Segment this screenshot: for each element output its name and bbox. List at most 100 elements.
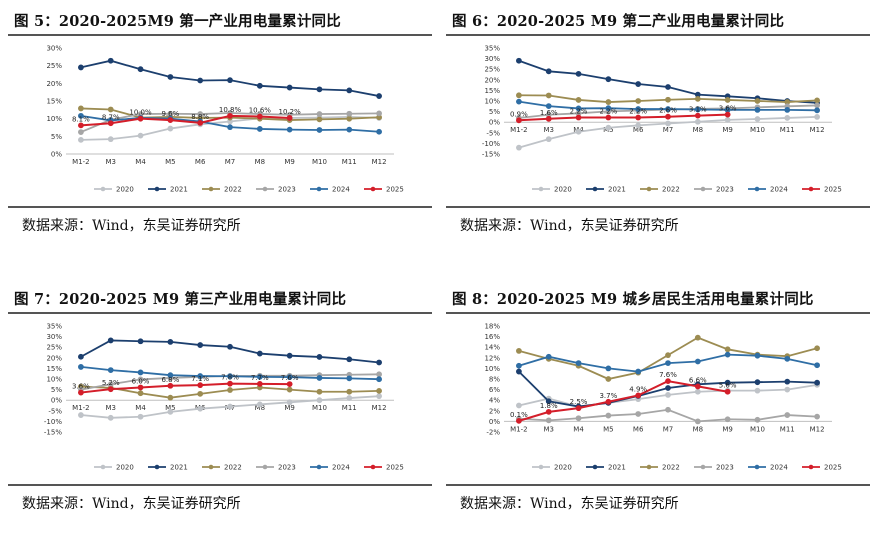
y-tick-label: -10% [44, 418, 62, 426]
data-point [814, 379, 820, 386]
data-point [635, 392, 642, 399]
y-tick-label: 35% [484, 45, 500, 53]
series-2021 [516, 368, 820, 410]
series-2022 [78, 383, 382, 401]
legend-label: 2020 [116, 464, 134, 472]
data-point [316, 375, 323, 381]
x-tick-label: M5 [165, 404, 176, 412]
data-point [694, 106, 701, 113]
data-point [197, 390, 204, 397]
x-tick-label: M8 [693, 126, 704, 134]
series-2025 [516, 378, 731, 424]
data-point [197, 382, 204, 389]
chart-title: 图 6：2020-2025 M9 第二产业用电量累计同比 [452, 13, 785, 30]
data-point [286, 386, 293, 393]
data-point [724, 346, 731, 353]
y-tick-label: 8% [489, 376, 500, 384]
source-note: 数据来源：Wind，东吴证券研究所 [460, 218, 679, 234]
data-point [754, 116, 761, 122]
y-tick-label: 25% [46, 62, 62, 70]
data-point [376, 371, 382, 378]
series-line-2025 [518, 113, 728, 122]
data-point [605, 76, 612, 83]
data-point [575, 70, 582, 77]
legend-marker [262, 464, 268, 470]
x-tick-label: M6 [633, 126, 644, 134]
data-point [286, 352, 293, 359]
data-point [814, 362, 820, 369]
x-tick-label: M8 [693, 425, 704, 433]
data-point [78, 64, 84, 71]
series-2022 [516, 92, 820, 105]
legend-marker [154, 464, 160, 470]
data-point [694, 118, 701, 125]
data-point [256, 350, 263, 357]
data-label: 6.0% [132, 377, 150, 385]
x-tick-label: M1-2 [510, 425, 527, 433]
data-point [545, 68, 552, 75]
x-tick-label: M9 [284, 404, 295, 412]
legend-label: 2022 [662, 186, 680, 194]
legend-marker [316, 186, 322, 192]
series-2020 [78, 393, 382, 421]
data-point [197, 342, 204, 348]
series-2024 [516, 98, 820, 114]
data-point [814, 345, 820, 352]
data-point [635, 106, 642, 112]
y-tick-label: 10% [484, 365, 500, 373]
data-point [286, 115, 293, 121]
data-point [256, 113, 263, 120]
data-point [346, 356, 353, 363]
data-point [724, 416, 731, 423]
data-point [137, 66, 144, 73]
data-point [376, 128, 382, 135]
data-point [137, 115, 144, 122]
source-rule [446, 484, 870, 486]
data-point [197, 373, 204, 379]
line-chart: -2% 0% 2% 4% 6% 8% 10% 12% 14% 16% 18% M1-2 M3 M4 M5 M6… [484, 323, 841, 472]
data-point [605, 398, 612, 405]
data-point [694, 383, 701, 390]
legend-label: 2020 [554, 464, 572, 472]
data-point [137, 132, 144, 139]
data-point [137, 390, 144, 397]
data-point [516, 92, 522, 99]
legend-marker [646, 186, 652, 192]
line-chart: -15% -10% -5% 0% 5% 10% 15% 20% 25% 30% 35% M1-2 M3 M… [44, 323, 404, 472]
data-label: 8.1% [72, 115, 90, 123]
data-point [575, 105, 582, 112]
legend-marker [538, 464, 544, 470]
legend-marker [316, 464, 322, 470]
data-point [784, 107, 791, 113]
data-point [197, 111, 204, 117]
x-tick-label: M1-2 [72, 404, 89, 412]
data-point [107, 414, 114, 421]
data-point [545, 353, 552, 360]
data-point [286, 399, 293, 406]
x-tick-label: M1-2 [72, 158, 89, 166]
legend-label: 2023 [716, 464, 734, 472]
legend-label: 2023 [278, 464, 296, 472]
data-point [784, 386, 791, 393]
legend-marker [754, 186, 760, 192]
y-tick-label: 10% [46, 115, 62, 123]
data-point [346, 115, 353, 122]
series-2025 [78, 380, 293, 396]
source-note: 数据来源：Wind，东吴证券研究所 [22, 218, 241, 234]
data-point [516, 368, 522, 375]
data-point [107, 386, 114, 393]
data-point [376, 110, 382, 117]
x-tick-label: M5 [603, 425, 614, 433]
data-label: 1.8% [540, 402, 558, 410]
data-point [316, 127, 323, 133]
data-point [665, 113, 671, 120]
series-line-2021 [80, 339, 380, 364]
y-tick-label: 5% [51, 133, 62, 141]
legend-marker [208, 186, 214, 192]
y-tick-label: 20% [46, 354, 62, 362]
legend-marker [808, 464, 814, 470]
data-point [814, 413, 820, 420]
title-rule [446, 34, 870, 36]
y-tick-label: 18% [484, 323, 500, 331]
x-tick-label: M12 [372, 158, 387, 166]
